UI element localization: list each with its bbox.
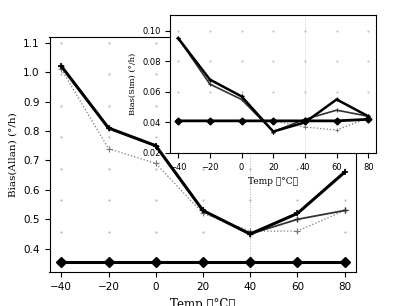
Y-axis label: Bias(Allan) (°/h): Bias(Allan) (°/h)	[9, 112, 17, 197]
X-axis label: Temp （°C）: Temp （°C）	[170, 298, 236, 306]
Y-axis label: Bias(Sim) (°/h): Bias(Sim) (°/h)	[129, 53, 137, 115]
X-axis label: Temp （°C）: Temp （°C）	[248, 177, 298, 186]
